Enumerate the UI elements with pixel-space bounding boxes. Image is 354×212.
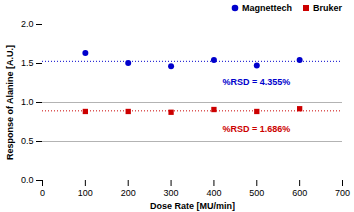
svg-text:400: 400 bbox=[206, 188, 221, 198]
svg-text:2.0: 2.0 bbox=[21, 19, 34, 29]
svg-text:700: 700 bbox=[335, 188, 350, 198]
svg-text:%RSD = 1.686%: %RSD = 1.686% bbox=[223, 124, 291, 134]
svg-text:500: 500 bbox=[249, 188, 264, 198]
svg-text:300: 300 bbox=[164, 188, 179, 198]
svg-text:Dose Rate [MU/min]: Dose Rate [MU/min] bbox=[150, 201, 235, 211]
svg-text:%RSD = 4.355%: %RSD = 4.355% bbox=[223, 77, 291, 87]
svg-text:1.5: 1.5 bbox=[21, 58, 34, 68]
html-text:Bruker: Bruker bbox=[313, 3, 342, 13]
svg-text:0.0: 0.0 bbox=[21, 175, 34, 185]
svg-text:100: 100 bbox=[78, 188, 93, 198]
svg-text:0.5: 0.5 bbox=[21, 136, 34, 146]
svg-text:200: 200 bbox=[121, 188, 136, 198]
svg-text:600: 600 bbox=[292, 188, 307, 198]
svg-text:Response of Alanine [A.U.]: Response of Alanine [A.U.] bbox=[5, 45, 15, 160]
svg-text:1.0: 1.0 bbox=[21, 97, 34, 107]
svg-text:0: 0 bbox=[40, 188, 45, 198]
html-text:Magnettech: Magnettech bbox=[242, 3, 292, 13]
